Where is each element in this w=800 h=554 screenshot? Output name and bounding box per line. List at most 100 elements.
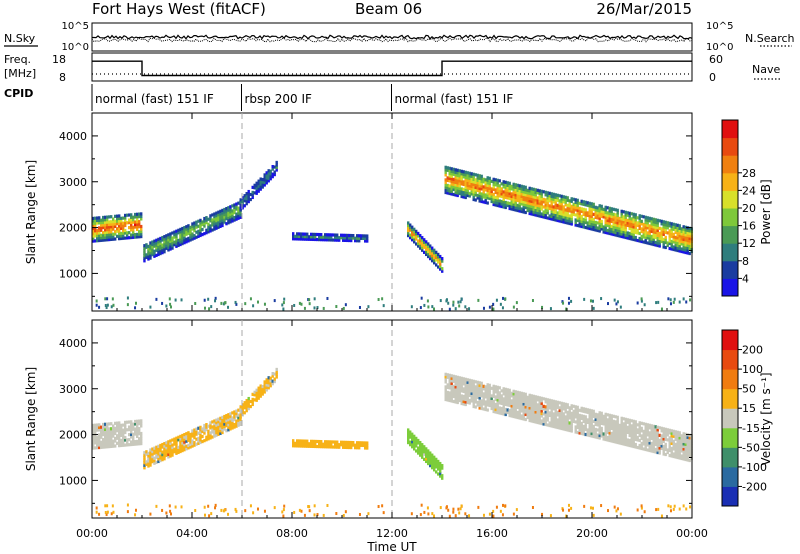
velocity-cell	[446, 383, 449, 387]
power-cell	[163, 250, 166, 254]
power-cell	[140, 234, 143, 239]
power-cell	[211, 213, 214, 217]
power-cell	[576, 201, 579, 205]
velocity-cell	[458, 383, 461, 387]
power-cell	[596, 221, 599, 225]
velocity-cell	[610, 431, 613, 436]
velocity-cell	[643, 510, 646, 514]
velocity-cell	[112, 442, 115, 446]
velocity-cell	[548, 411, 551, 415]
velocity-cell	[167, 445, 170, 449]
velocity-cell	[496, 408, 499, 412]
velocity-cell	[179, 434, 182, 438]
power-cell	[169, 239, 172, 244]
velocity-cell	[506, 400, 509, 405]
velocity-cell	[506, 408, 509, 412]
power-cell	[688, 236, 691, 240]
velocity-cell	[439, 466, 442, 471]
velocity-cell	[310, 439, 313, 443]
power-cell	[618, 226, 621, 231]
power-cell	[560, 212, 563, 216]
power-cell	[239, 208, 242, 212]
power-cell	[348, 233, 351, 238]
power-cell	[106, 215, 109, 219]
velocity-cell	[566, 418, 569, 422]
velocity-cell	[472, 382, 475, 386]
velocity-cell	[470, 381, 473, 385]
velocity-cell	[173, 447, 176, 451]
power-cell	[652, 232, 655, 237]
power-cell	[526, 203, 529, 208]
power-cell	[98, 236, 101, 240]
velocity-cell	[582, 414, 585, 418]
velocity-scatter	[92, 367, 693, 518]
power-cell	[110, 305, 113, 309]
velocity-cell	[580, 421, 583, 426]
power-cell	[221, 216, 224, 220]
power-cell	[201, 227, 204, 232]
velocity-cell	[670, 441, 673, 446]
power-cell	[177, 228, 180, 232]
power-cell	[233, 208, 236, 212]
velocity-cell	[239, 420, 242, 424]
velocity-cell	[221, 428, 224, 432]
frequency-line	[92, 60, 692, 77]
velocity-cell	[313, 513, 316, 517]
velocity-cell	[320, 445, 323, 449]
velocity-cell	[482, 392, 485, 396]
velocity-cell	[145, 462, 148, 466]
velocity-cell	[634, 425, 637, 429]
power-cell	[140, 232, 143, 236]
velocity-cell	[421, 448, 424, 452]
velocity-cell	[500, 396, 503, 400]
power-cell	[568, 219, 571, 223]
power-cell	[632, 235, 635, 239]
power-cell	[199, 223, 202, 227]
power-cell	[126, 233, 129, 237]
velocity-cell	[502, 407, 505, 411]
velocity-cell	[151, 455, 154, 459]
power-cell	[203, 298, 206, 302]
velocity-cell	[586, 418, 589, 422]
velocity-cell	[678, 453, 681, 458]
velocity-cell	[411, 442, 414, 446]
power-cell	[221, 211, 224, 215]
velocity-cell	[600, 426, 603, 431]
velocity-cell	[136, 424, 139, 428]
velocity-cell	[534, 400, 537, 404]
power-cell	[530, 207, 533, 211]
velocity-cell	[366, 441, 369, 445]
power-cell	[664, 245, 667, 250]
velocity-cell	[588, 416, 591, 420]
power-cell	[112, 225, 115, 229]
velocity-cell	[478, 386, 481, 390]
velocity-cell	[482, 399, 485, 404]
velocity-cell	[110, 427, 113, 431]
velocity-cell	[118, 441, 121, 445]
velocity-cell	[620, 421, 623, 425]
power-cell	[580, 222, 583, 226]
power-cell	[546, 206, 549, 210]
velocity-cell	[106, 445, 109, 449]
velocity-cell	[480, 384, 483, 388]
power-cell	[583, 297, 586, 301]
power-cell	[618, 231, 621, 236]
velocity-cell	[660, 439, 663, 443]
velocity-cell	[207, 424, 210, 428]
velocity-cell	[508, 393, 511, 397]
velocity-cell	[482, 384, 485, 388]
power-cell	[104, 233, 107, 237]
power-cell	[490, 192, 493, 196]
velocity-cell	[554, 412, 557, 417]
velocity-cell	[648, 436, 651, 440]
velocity-cell	[530, 394, 533, 398]
power-cell	[546, 216, 549, 220]
power-cell	[672, 245, 675, 249]
power-cell	[604, 205, 607, 209]
velocity-cell	[157, 457, 160, 461]
power-cell	[678, 239, 681, 243]
velocity-cell	[231, 416, 234, 420]
velocity-cell	[261, 387, 264, 391]
velocity-cell	[92, 438, 95, 443]
power-cell	[508, 184, 511, 188]
